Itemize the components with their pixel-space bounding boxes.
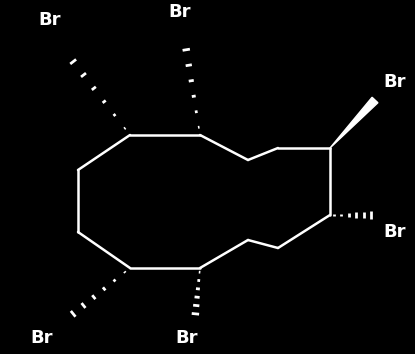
Text: Br: Br — [383, 223, 405, 241]
Text: Br: Br — [38, 11, 61, 29]
Text: Br: Br — [383, 73, 405, 91]
Polygon shape — [330, 97, 378, 148]
Text: Br: Br — [168, 3, 190, 21]
Text: Br: Br — [175, 329, 198, 347]
Text: Br: Br — [30, 329, 53, 347]
